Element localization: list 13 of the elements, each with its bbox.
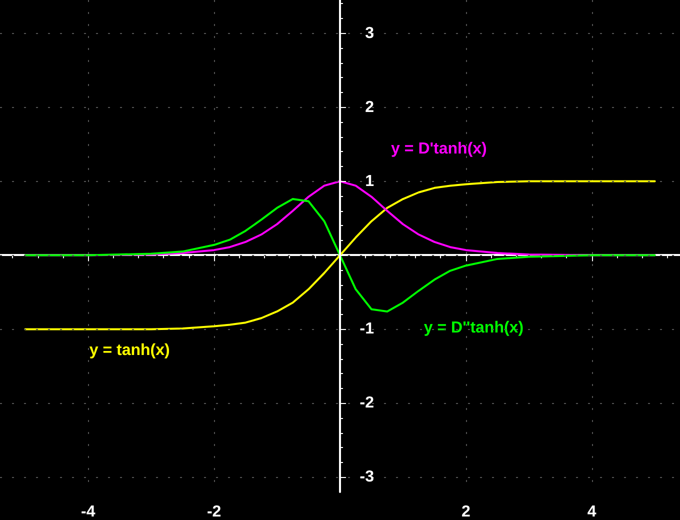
y-tick-label: 2 xyxy=(365,98,374,116)
line-series xyxy=(24,198,656,312)
x-tick-label: 2 xyxy=(461,504,470,520)
x-tick-label: -2 xyxy=(206,504,222,520)
series-label: y = tanh(x) xyxy=(89,342,170,359)
y-tick-label: -2 xyxy=(360,394,374,412)
y-tick-label: 1 xyxy=(365,172,374,190)
y-tick-label: -1 xyxy=(360,320,374,338)
y-tick-label: 3 xyxy=(365,24,374,42)
x-tick-label: 4 xyxy=(587,504,596,520)
text: y = D'tanh(x) xyxy=(391,140,487,158)
x-tick-label: -4 xyxy=(81,504,96,520)
y-tick-label: -3 xyxy=(360,468,374,486)
